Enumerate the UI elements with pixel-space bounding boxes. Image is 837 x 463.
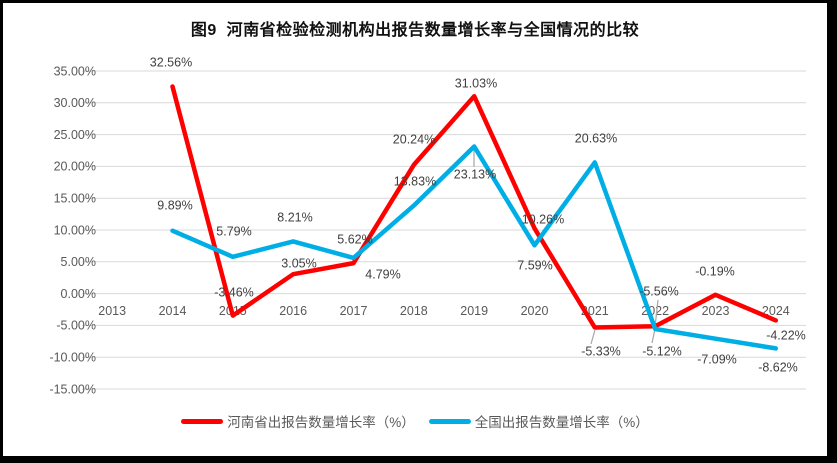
data-label-henan: 20.24% xyxy=(393,132,435,146)
data-label-henan: 4.79% xyxy=(365,267,400,281)
data-label-national: -5.56% xyxy=(639,284,679,298)
legend-item-henan: 河南省出报告数量增长率（%） xyxy=(181,411,415,431)
data-label-henan: 31.03% xyxy=(455,76,497,90)
data-label-leader-line xyxy=(651,328,656,344)
data-label-national: -8.62% xyxy=(758,360,798,374)
data-label-national: 20.63% xyxy=(575,131,617,145)
data-label-national: 5.62% xyxy=(337,232,372,246)
data-label-national: 23.13% xyxy=(454,167,496,181)
data-label-henan: 32.56% xyxy=(150,55,192,69)
legend: 河南省出报告数量增长率（%） 全国出报告数量增长率（%） xyxy=(3,411,827,431)
x-axis-tick-label: 2013 xyxy=(98,304,126,318)
y-axis-tick-label: -10.00% xyxy=(49,351,96,365)
x-axis-tick-label: 2018 xyxy=(400,304,428,318)
legend-label-national: 全国出报告数量增长率（%） xyxy=(474,415,649,430)
data-label-henan: -0.19% xyxy=(695,264,735,278)
data-label-national: 13.83% xyxy=(394,174,436,188)
data-label-henan: -3.46% xyxy=(214,285,254,299)
data-label-national: 7.59% xyxy=(517,258,552,272)
data-label-national: 5.79% xyxy=(216,224,251,238)
x-axis-tick-label: 2020 xyxy=(521,304,549,318)
y-axis-tick-label: -5.00% xyxy=(56,319,96,333)
y-axis-tick-label: 5.00% xyxy=(61,255,96,269)
series-line-national xyxy=(170,144,779,351)
data-label-henan: -5.12% xyxy=(642,344,682,358)
data-label-henan: 3.05% xyxy=(281,256,316,270)
data-label-national: 8.21% xyxy=(277,210,312,224)
x-axis-tick-label: 2016 xyxy=(279,304,307,318)
data-label-national: -7.09% xyxy=(697,352,737,366)
series-line-henan xyxy=(170,84,779,330)
chart-title: 图9 河南省检验检测机构出报告数量增长率与全国情况的比较 xyxy=(190,22,640,39)
y-axis-tick-label: 10.00% xyxy=(54,223,96,237)
y-axis-tick-label: 30.00% xyxy=(54,96,96,110)
data-label-henan: 10.26% xyxy=(522,212,564,226)
data-label-leader-line xyxy=(590,329,596,345)
data-label-henan: -5.33% xyxy=(581,344,621,358)
data-label-leader-line xyxy=(654,299,659,328)
y-axis-tick-label: 25.00% xyxy=(54,128,96,142)
legend-line-swatch-red xyxy=(181,418,224,424)
legend-line-swatch-blue xyxy=(428,418,471,424)
x-axis-tick-label: 2014 xyxy=(159,304,187,318)
y-axis-tick-label: 15.00% xyxy=(54,192,96,206)
y-axis-tick-label: -15.00% xyxy=(49,382,96,396)
plot-area: 35.00% 30.00% 25.00% 20.00% 15.00% 10.00% 5.00… xyxy=(49,55,806,396)
y-axis-tick-label: 0.00% xyxy=(61,287,96,301)
x-axis-tick-label: 2024 xyxy=(762,304,790,318)
legend-item-national: 全国出报告数量增长率（%） xyxy=(428,411,649,431)
data-label-henan: -4.22% xyxy=(766,328,806,342)
x-axis-tick-label: 2017 xyxy=(340,304,368,318)
data-label-national: 9.89% xyxy=(157,198,192,212)
x-axis-tick-label: 2023 xyxy=(702,304,730,318)
y-axis-tick-label: 35.00% xyxy=(54,64,96,78)
legend-label-henan: 河南省出报告数量增长率（%） xyxy=(227,415,415,430)
x-axis-tick-label: 2019 xyxy=(460,304,488,318)
y-axis-tick-label: 20.00% xyxy=(54,160,96,174)
